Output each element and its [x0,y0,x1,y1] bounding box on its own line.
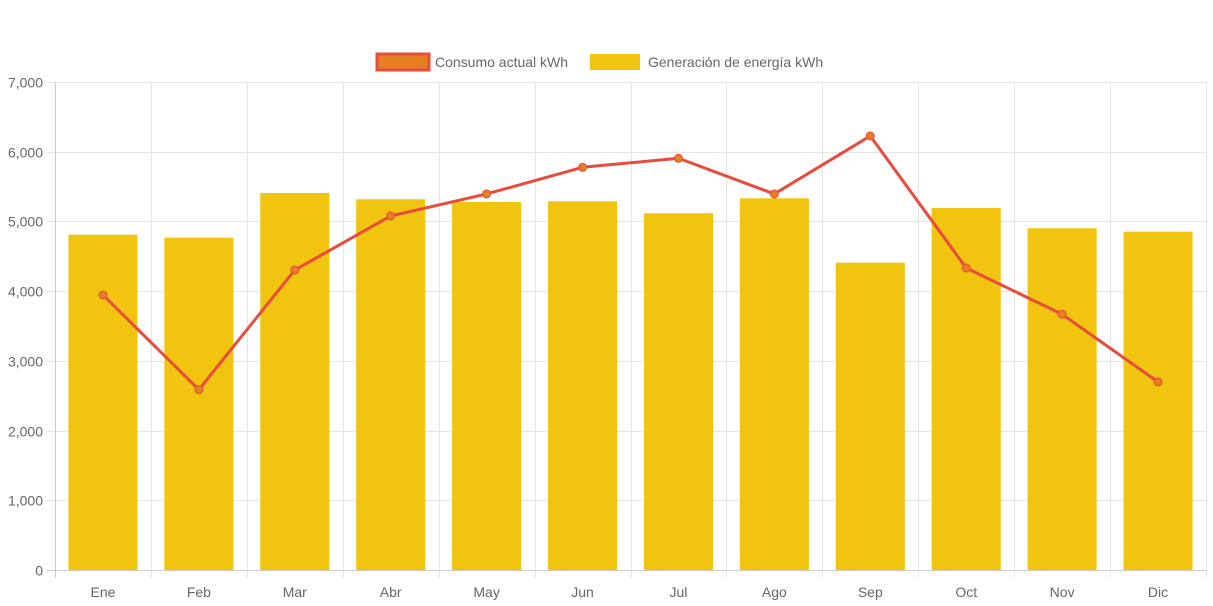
y-axis: 0 1,000 2,000 3,000 4,000 5,000 6,000 7,000 [8,75,43,579]
x-tick-label: Mar [283,584,307,600]
bar-series [68,192,1193,571]
legend: Consumo actual kWh Generación de energía… [375,52,823,72]
bar-abr [356,199,426,570]
legend-label-generacion: Generación de energía kWh [648,54,823,70]
x-tick-label: Oct [955,584,977,600]
point-ene [98,290,108,300]
x-axis: Ene Feb Mar Abr May Jun Jul Ago Sep Oct Nov Dic [90,584,1168,600]
point-jul [673,153,683,163]
x-tick-label: Feb [187,584,211,600]
y-tick-label: 6,000 [8,145,43,161]
point-sep [865,131,875,141]
legend-item-consumo[interactable]: Consumo actual kWh [375,52,568,72]
x-tick-label: May [473,584,499,600]
x-tick-label: Jun [571,584,594,600]
y-tick-label: 4,000 [8,284,43,300]
point-mar [290,265,300,275]
x-tick-label: Nov [1050,584,1075,600]
y-tick-label: 7,000 [8,75,43,91]
point-jun [578,162,588,172]
y-tick-label: 1,000 [8,493,43,509]
x-tick-label: Dic [1148,584,1168,600]
point-ago [769,189,779,199]
grid [47,82,1207,578]
line-series [98,131,1163,395]
x-tick-label: Ene [90,584,115,600]
consumo-line [101,134,1159,392]
x-tick-label: Jul [670,584,688,600]
bar-ene [68,234,138,570]
x-tick-label: Ago [762,584,787,600]
bar-nov [1027,228,1097,571]
bar-feb [164,237,234,570]
bar-may [452,201,522,571]
point-feb [194,385,204,395]
y-tick-label: 3,000 [8,354,43,370]
y-tick-label: 5,000 [8,214,43,230]
bar-oct [931,207,1001,571]
point-abr [386,211,396,221]
legend-swatch-consumo [375,52,431,72]
bar-sep [835,262,905,570]
bar-mar [260,192,330,570]
y-tick-label: 0 [35,563,43,579]
bar-dic [1123,231,1193,570]
x-tick-label: Abr [380,584,402,600]
legend-item-generacion[interactable]: Generación de energía kWh [590,54,823,70]
point-oct [961,263,971,273]
legend-label-consumo: Consumo actual kWh [435,54,568,70]
point-dic [1153,377,1163,387]
y-tick-label: 2,000 [8,424,43,440]
point-nov [1057,309,1067,319]
bar-jul [643,213,713,570]
bar-ago [739,198,809,570]
bar-jun [548,201,618,571]
x-tick-label: Sep [858,584,883,600]
point-may [482,189,492,199]
legend-swatch-generacion [590,54,640,70]
